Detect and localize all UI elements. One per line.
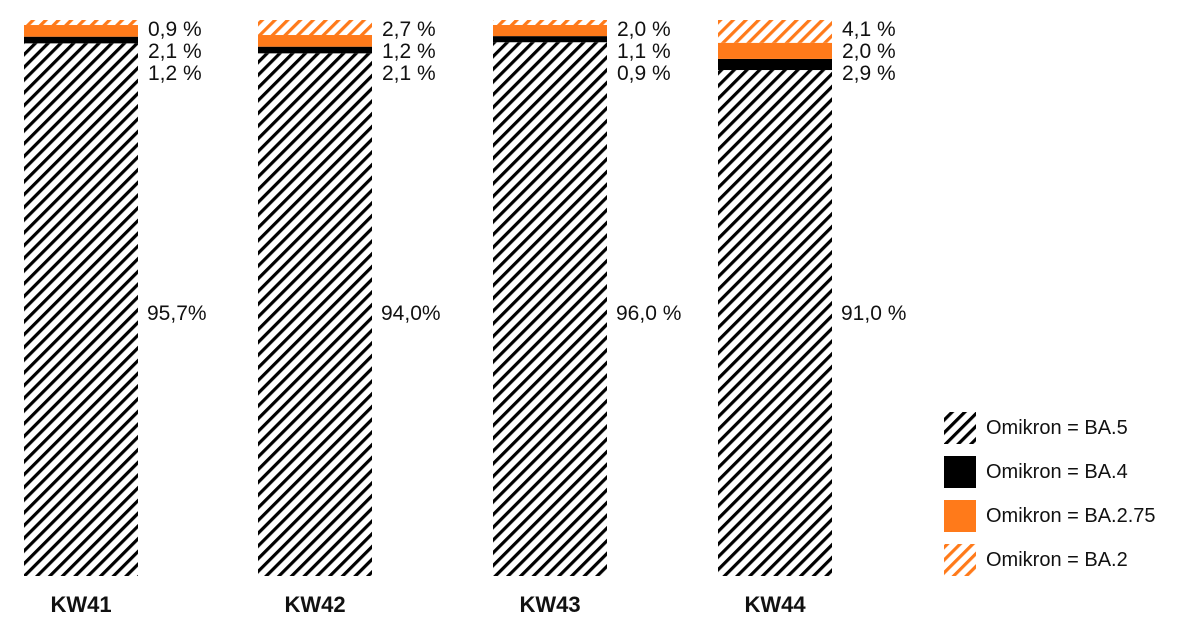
bar-segment-kw43-ba-2-75 <box>493 25 607 37</box>
legend-label-ba-5: Omikron = BA.5 <box>986 417 1128 439</box>
bar-segment-kw43-ba-5 <box>493 42 607 577</box>
bars-layer <box>24 20 832 577</box>
legend: Omikron = BA.5 Omikron = BA.4 Omikron = BA… <box>944 412 1156 576</box>
segment-label-kw44-1: 4,1 % <box>842 18 896 41</box>
category-label-kw42: KW42 <box>284 592 345 617</box>
main-label-kw42: 94,0% <box>381 302 441 325</box>
segment-label-kw42-2: 1,2 % <box>382 40 436 63</box>
segment-label-kw43-2: 1,1 % <box>617 40 671 63</box>
main-label-kw43: 96,0 % <box>616 302 681 325</box>
legend-swatch-ba-2 <box>944 544 976 576</box>
category-label-kw43: KW43 <box>519 592 580 617</box>
legend-swatch-ba-4 <box>944 456 976 488</box>
bar-segment-kw42-ba-4 <box>258 46 372 54</box>
bar-segment-kw41-ba-2 <box>24 20 138 26</box>
bar-segment-kw43-ba-4 <box>493 36 607 43</box>
segment-label-kw41-3: 1,2 % <box>148 62 202 85</box>
bar-segment-kw42-ba-2 <box>258 20 372 36</box>
legend-label-ba-2-75: Omikron = BA.2.75 <box>986 505 1156 527</box>
bar-segment-kw41-ba-4 <box>24 36 138 44</box>
main-label-kw41: 95,7% <box>147 302 207 325</box>
segment-label-kw43-3: 0,9 % <box>617 62 671 85</box>
category-label-kw41: KW41 <box>50 592 111 617</box>
segment-label-kw42-3: 2,1 % <box>382 62 436 85</box>
bar-segment-kw42-ba-2-75 <box>258 35 372 47</box>
segment-label-kw44-2: 2,0 % <box>842 40 896 63</box>
segment-label-kw41-1: 0,9 % <box>148 18 202 41</box>
bar-segment-kw44-ba-2-75 <box>718 42 832 59</box>
bar-segment-kw43-ba-2 <box>493 20 607 26</box>
legend-swatch-ba-2-75 <box>944 500 976 532</box>
bar-segment-kw44-ba-4 <box>718 58 832 71</box>
bar-segment-kw44-ba-2 <box>718 20 832 43</box>
bar-segment-kw41-ba-2-75 <box>24 25 138 37</box>
segment-label-kw43-1: 2,0 % <box>617 18 671 41</box>
legend-label-ba-4: Omikron = BA.4 <box>986 461 1128 483</box>
segment-label-kw42-1: 2,7 % <box>382 18 436 41</box>
segment-label-kw41-2: 2,1 % <box>148 40 202 63</box>
legend-label-ba-2: Omikron = BA.2 <box>986 549 1128 571</box>
category-label-kw44: KW44 <box>744 592 806 617</box>
bar-segment-kw41-ba-5 <box>24 43 138 577</box>
bar-segment-kw42-ba-5 <box>258 53 372 577</box>
legend-swatch-ba-5 <box>944 412 976 444</box>
segment-label-kw44-3: 2,9 % <box>842 62 896 85</box>
bar-segment-kw44-ba-5 <box>718 70 832 576</box>
main-label-kw44: 91,0 % <box>841 302 906 325</box>
